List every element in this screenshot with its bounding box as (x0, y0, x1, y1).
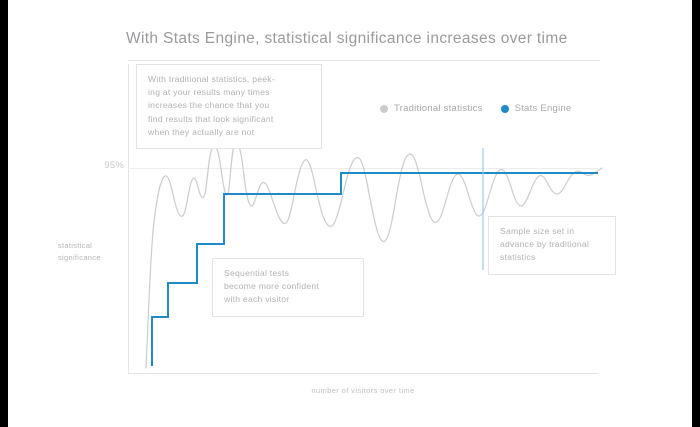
chart-legend: Traditional statistics Stats Engine (380, 103, 571, 114)
series-stats-engine (151, 172, 598, 366)
callout-sample-size: Sample size set in advance by traditiona… (488, 216, 616, 275)
legend-label: Stats Engine (514, 103, 572, 114)
legend-dot-icon (500, 104, 509, 113)
gridline-95-percent (128, 168, 598, 169)
y-axis-tick-95: 95% (104, 160, 124, 171)
legend-item-traditional-statistics[interactable]: Traditional statistics (380, 103, 483, 114)
x-axis-label: number of visitors over time (311, 386, 415, 395)
callout-peeking: With traditional statistics, peek- ing a… (136, 64, 322, 150)
title-divider (128, 60, 600, 61)
y-axis-line (128, 64, 129, 373)
page-title: With Stats Engine, statistical significa… (126, 30, 568, 47)
legend-dot-icon (380, 104, 388, 113)
legend-label: Traditional statistics (394, 103, 483, 114)
slide-canvas: With Stats Engine, statistical significa… (8, 0, 692, 427)
slide-frame: With Stats Engine, statistical significa… (8, 0, 692, 427)
y-axis-label: statistical significance (58, 241, 101, 262)
x-axis-line (128, 373, 598, 374)
legend-item-stats-engine[interactable]: Stats Engine (500, 103, 572, 114)
callout-sequential: Sequential tests become more confident w… (212, 258, 364, 317)
chart-plot-area (145, 142, 603, 369)
